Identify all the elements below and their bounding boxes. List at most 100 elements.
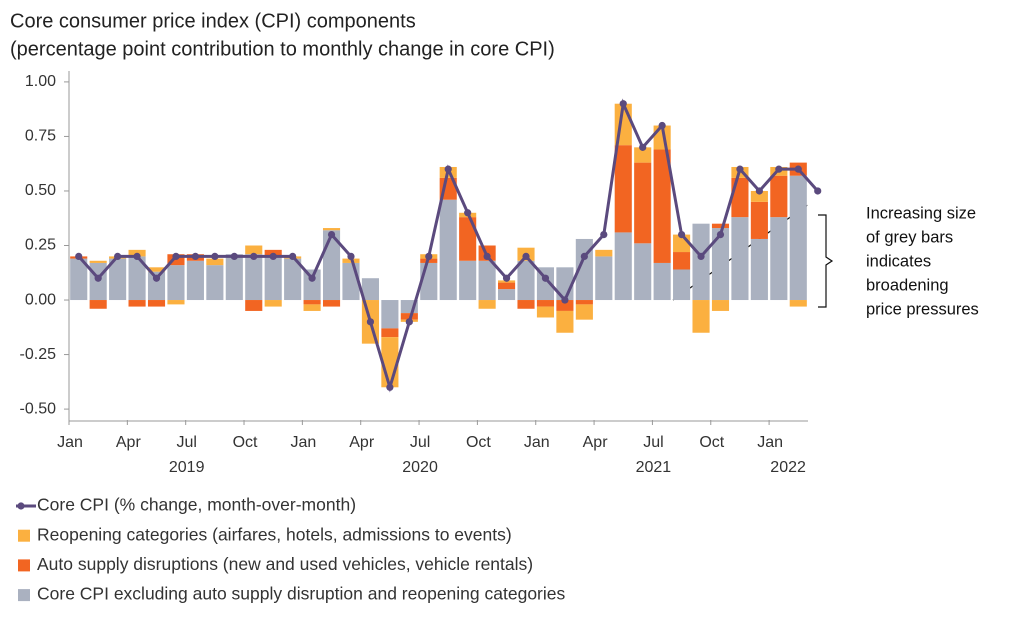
bar-segment: [750, 238, 768, 301]
line-point: [755, 187, 763, 195]
legend-label: Reopening categories (airfares, hotels, …: [37, 524, 512, 544]
bar-segment: [614, 145, 632, 233]
bar-segment: [245, 245, 263, 255]
line-point: [114, 252, 122, 261]
bar-segment: [731, 177, 749, 218]
line-point: [250, 252, 258, 261]
x-tick-label: Oct: [233, 434, 258, 451]
line-point: [600, 230, 608, 239]
annotation-text: Increasing size: [866, 204, 976, 222]
bar-segment: [673, 269, 691, 301]
bar-segment: [303, 300, 321, 305]
line-point: [444, 165, 452, 173]
bar-segment: [575, 304, 593, 320]
x-tick-label: Jan: [757, 434, 783, 451]
bar-segment: [711, 228, 730, 301]
line-point: [94, 274, 102, 282]
bar-segment: [731, 217, 749, 301]
annotation-bracket: [818, 214, 834, 308]
x-year-label: 2021: [636, 459, 672, 476]
line-point: [502, 274, 511, 282]
bar-segment: [692, 223, 710, 301]
line-point: [191, 252, 200, 261]
x-year-label: 2022: [770, 459, 806, 476]
bar-segment: [595, 249, 613, 257]
bar-segment: [770, 217, 788, 301]
bar-segment: [109, 258, 127, 301]
bar-segment: [147, 271, 166, 301]
legend-label: Auto supply disruptions (new and used ve…: [37, 554, 533, 574]
x-tick-label: Apr: [583, 434, 609, 451]
line-point: [425, 252, 433, 261]
y-tick-label: 1.00: [25, 73, 56, 90]
bar-segment: [634, 147, 652, 163]
y-tick-label: -0.25: [20, 346, 57, 363]
line-point: [716, 230, 725, 239]
x-tick-label: Jul: [643, 434, 663, 451]
line-point: [697, 252, 705, 261]
bar-segment: [575, 300, 593, 305]
legend-swatch: [18, 589, 30, 602]
line-point: [152, 274, 161, 282]
x-year-label: 2020: [402, 459, 438, 476]
bar-segment: [750, 190, 768, 202]
bar-segment: [536, 300, 555, 307]
bar-segment: [789, 175, 807, 301]
line-point: [561, 296, 569, 304]
line-point: [541, 274, 550, 282]
bar-segment: [536, 306, 555, 318]
line-point: [386, 383, 394, 391]
x-year-label: 2019: [169, 459, 205, 476]
bar-segment: [206, 258, 224, 266]
bar-segment: [634, 243, 652, 301]
bar-segment: [245, 254, 263, 301]
bar-segment: [303, 304, 321, 311]
line-point: [366, 318, 375, 326]
bar-segment: [264, 300, 282, 307]
y-tick-label: 0.00: [25, 291, 56, 308]
annotation-text: broadening: [866, 276, 949, 294]
line-point: [172, 252, 180, 261]
bar-segment: [517, 260, 535, 301]
annotation-text: indicates: [866, 252, 931, 270]
x-tick-label: Apr: [116, 434, 142, 451]
line-point: [75, 252, 83, 261]
x-tick-label: Oct: [466, 434, 491, 451]
y-tick-label: -0.50: [20, 400, 57, 417]
bar-segment: [478, 260, 496, 301]
legend-swatch: [18, 559, 30, 572]
bar-segment: [770, 175, 788, 218]
x-tick-label: Jan: [290, 434, 316, 451]
bar-segment: [459, 217, 477, 261]
line-point: [211, 252, 219, 261]
y-tick-label: 0.75: [25, 128, 56, 145]
line-point: [405, 318, 413, 326]
bar-segment: [89, 260, 107, 263]
bar-segment: [128, 300, 146, 307]
bar-segment: [89, 300, 107, 309]
bar-segment: [245, 300, 263, 311]
bar-segment: [653, 262, 671, 301]
line-point: [327, 230, 336, 239]
bar-segment: [322, 228, 341, 231]
bar-segment: [673, 252, 691, 270]
bar-segment: [147, 267, 166, 272]
line-point: [347, 252, 355, 261]
x-tick-label: Jan: [524, 434, 550, 451]
line-point: [814, 187, 822, 195]
line-point: [677, 230, 686, 239]
bar-segment: [478, 300, 496, 309]
bar-segment: [361, 278, 379, 301]
bar-segment: [206, 265, 224, 301]
legend-swatch: [18, 529, 30, 542]
bar-segment: [459, 260, 477, 301]
line-point: [464, 209, 472, 217]
line-point: [794, 165, 802, 173]
bar-segment: [614, 232, 632, 301]
bar-segment: [498, 282, 516, 290]
x-tick-label: Jul: [176, 434, 196, 451]
bar-segment: [147, 300, 166, 307]
bar-segment: [750, 201, 768, 239]
